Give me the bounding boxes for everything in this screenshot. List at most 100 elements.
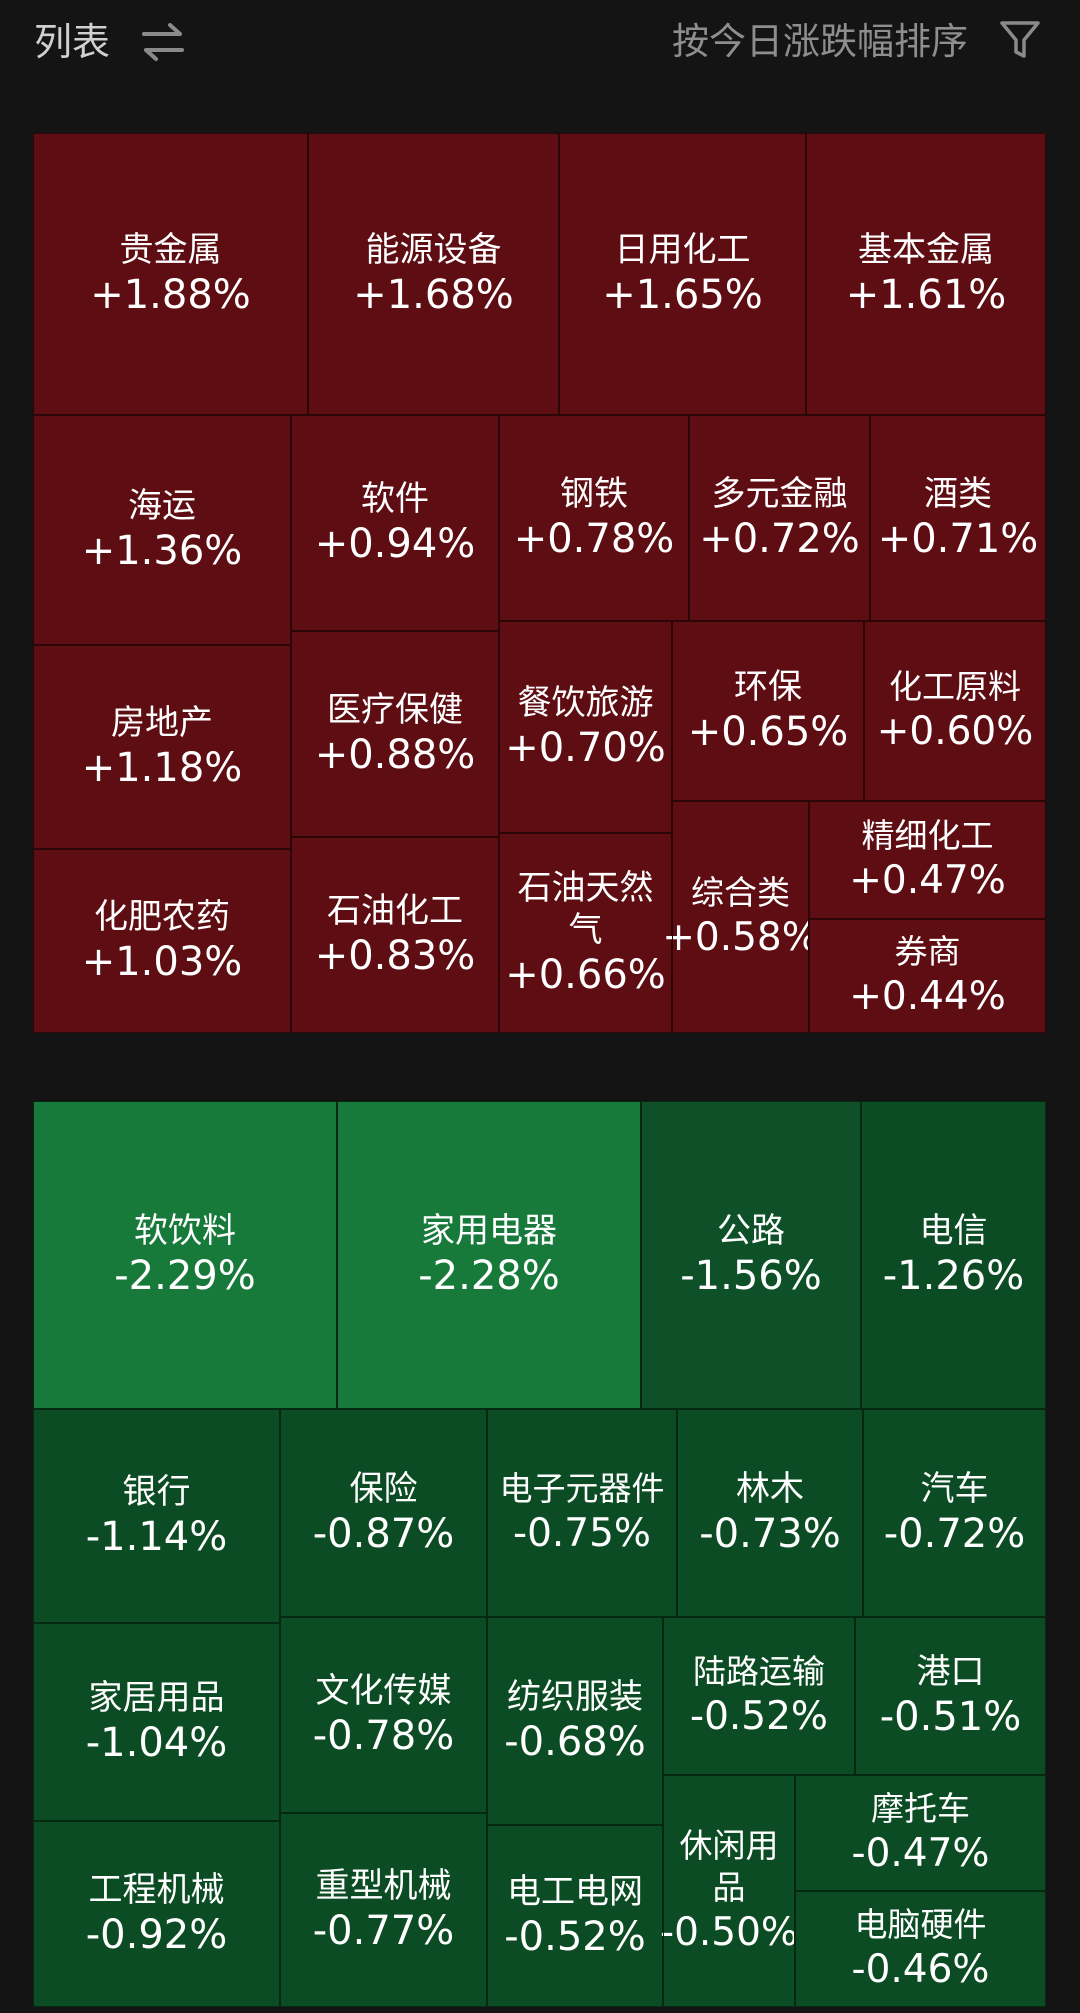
sector-tile[interactable]: 电信 -1.26% (861, 1101, 1046, 1409)
sector-name: 家居用品 (88, 1678, 225, 1718)
view-title[interactable]: 列表 (34, 20, 111, 64)
sector-tile[interactable]: 公路 -1.56% (641, 1101, 861, 1409)
sector-name: 石油天然气 (517, 868, 654, 950)
sector-tile[interactable]: 贵金属 +1.88% (33, 133, 308, 415)
sector-tile[interactable]: 软饮料 -2.29% (33, 1101, 337, 1409)
sector-tile[interactable]: 医疗保健 +0.88% (291, 631, 499, 837)
sector-change: +1.68% (353, 272, 514, 318)
sector-change: -0.52% (690, 1694, 828, 1739)
sector-tile[interactable]: 精细化工 +0.47% (809, 801, 1046, 919)
sector-tile[interactable]: 基本金属 +1.61% (806, 133, 1046, 415)
sector-change: +1.88% (90, 272, 251, 318)
sector-change: -0.75% (513, 1511, 651, 1556)
sector-tile[interactable]: 汽车 -0.72% (863, 1409, 1046, 1617)
sector-name: 电工电网 (507, 1872, 643, 1912)
sector-change: -2.28% (418, 1253, 560, 1299)
sector-change: -0.92% (85, 1912, 228, 1958)
sector-change: +0.47% (849, 858, 1006, 903)
sector-tile[interactable]: 券商 +0.44% (809, 919, 1046, 1033)
sector-change: -0.78% (312, 1713, 455, 1759)
sector-change: +0.94% (314, 521, 476, 567)
sector-tile[interactable]: 石油化工 +0.83% (291, 837, 499, 1033)
sector-name: 重型机械 (315, 1866, 452, 1906)
sector-name: 海运 (128, 486, 196, 526)
sector-tile[interactable]: 工程机械 -0.92% (33, 1821, 280, 2007)
sector-change: +1.36% (81, 528, 243, 574)
sector-tile[interactable]: 电脑硬件 -0.46% (795, 1891, 1046, 2007)
filter-funnel-icon[interactable] (998, 18, 1042, 62)
sector-tile[interactable]: 酒类 +0.71% (870, 415, 1046, 621)
sector-change: -0.52% (504, 1914, 646, 1960)
sector-change: +0.66% (505, 952, 666, 998)
sector-change: -0.87% (312, 1511, 455, 1557)
sector-tile[interactable]: 软件 +0.94% (291, 415, 499, 631)
sector-name: 贵金属 (119, 230, 222, 270)
sector-tile[interactable]: 日用化工 +1.65% (559, 133, 806, 415)
sector-tile[interactable]: 电子元器件 -0.75% (487, 1409, 677, 1617)
sector-change: -0.72% (883, 1511, 1026, 1557)
sector-change: -1.14% (85, 1514, 228, 1560)
sector-tile[interactable]: 林木 -0.73% (677, 1409, 863, 1617)
sector-tile[interactable]: 钢铁 +0.78% (499, 415, 689, 621)
sector-change: -1.56% (680, 1253, 822, 1299)
sector-change: +1.03% (81, 939, 243, 985)
sector-tile[interactable]: 餐饮旅游 +0.70% (499, 621, 672, 833)
sector-tile[interactable]: 银行 -1.14% (33, 1409, 280, 1623)
sector-tile[interactable]: 海运 +1.36% (33, 415, 291, 645)
sector-tile[interactable]: 文化传媒 -0.78% (280, 1617, 487, 1813)
sector-name: 日用化工 (614, 230, 751, 270)
sector-name: 化工原料 (889, 667, 1021, 706)
sector-name: 多元金融 (711, 474, 848, 514)
sector-name: 银行 (122, 1472, 191, 1512)
sector-change: -0.46% (851, 1947, 990, 1992)
sector-tile[interactable]: 石油天然气 +0.66% (499, 833, 672, 1033)
sector-tile[interactable]: 家居用品 -1.04% (33, 1623, 280, 1821)
sector-tile[interactable]: 电工电网 -0.52% (487, 1825, 663, 2007)
sector-name: 电信 (919, 1211, 988, 1251)
sector-name: 公路 (717, 1211, 785, 1251)
sector-tile[interactable]: 陆路运输 -0.52% (663, 1617, 855, 1775)
sector-name: 综合类 (691, 873, 790, 912)
top-bar: 列表 按今日涨跌幅排序 (0, 0, 1080, 90)
sector-tile[interactable]: 多元金融 +0.72% (689, 415, 870, 621)
sector-change: -1.04% (85, 1720, 228, 1766)
sector-tile[interactable]: 保险 -0.87% (280, 1409, 487, 1617)
sector-name: 电子元器件 (499, 1469, 665, 1508)
sector-tile[interactable]: 房地产 +1.18% (33, 645, 291, 849)
sector-tile[interactable]: 家用电器 -2.28% (337, 1101, 641, 1409)
sector-tile[interactable]: 休闲用品 -0.50% (660, 1775, 798, 2007)
sector-name: 券商 (894, 932, 961, 971)
sector-change: +0.78% (513, 516, 675, 562)
sector-change: +0.60% (876, 709, 1034, 754)
sector-name: 汽车 (920, 1469, 989, 1509)
sector-tile[interactable]: 摩托车 -0.47% (795, 1775, 1046, 1891)
sector-tile[interactable]: 纺织服装 -0.68% (487, 1617, 663, 1825)
sector-tile[interactable]: 化工原料 +0.60% (864, 621, 1046, 801)
sector-tile[interactable]: 重型机械 -0.77% (280, 1813, 487, 2007)
sector-tile[interactable]: 综合类 +0.58% (662, 801, 819, 1033)
sector-change: +0.65% (687, 709, 849, 755)
sector-change: -1.26% (882, 1253, 1025, 1299)
sector-change: +1.65% (602, 272, 763, 318)
sector-name: 能源设备 (365, 230, 502, 270)
sector-tile[interactable]: 环保 +0.65% (672, 621, 864, 801)
sector-tile[interactable]: 能源设备 +1.68% (308, 133, 559, 415)
sector-change: +0.71% (877, 516, 1039, 562)
sector-name: 精细化工 (861, 816, 994, 855)
sector-change: +1.18% (81, 745, 243, 791)
sector-name: 软饮料 (134, 1211, 236, 1251)
sector-change: +0.70% (505, 725, 666, 771)
sector-name: 家用电器 (421, 1211, 557, 1251)
sector-name: 石油化工 (327, 891, 463, 931)
sector-change: +0.44% (849, 974, 1006, 1019)
sector-name: 环保 (734, 667, 802, 707)
sector-name: 文化传媒 (315, 1671, 452, 1711)
sector-tile[interactable]: 港口 -0.51% (855, 1617, 1046, 1775)
sector-name: 房地产 (111, 703, 213, 743)
sector-change: +1.61% (845, 272, 1007, 318)
sector-name: 林木 (736, 1469, 804, 1509)
sort-order-selector[interactable]: 按今日涨跌幅排序 (672, 20, 968, 63)
swap-arrows-icon[interactable] (140, 22, 186, 62)
sector-tile[interactable]: 化肥农药 +1.03% (33, 849, 291, 1033)
sector-change: -2.29% (114, 1253, 256, 1299)
